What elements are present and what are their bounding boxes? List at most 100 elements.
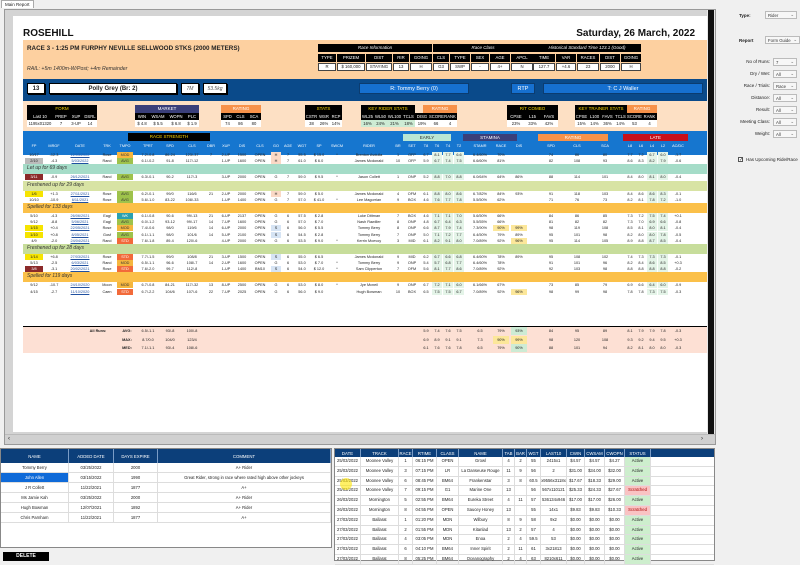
scroll-left-icon[interactable]: ‹ <box>8 436 10 442</box>
form-row[interactable]: 3/8 -3.1 20/02/2021 Rose STD 7.6/-2.0 99-7 112/… <box>23 266 707 273</box>
cell-date[interactable]: 12/03/2022 <box>70 153 90 157</box>
type-select[interactable]: Rider <box>765 11 797 19</box>
filter-select[interactable]: All <box>773 130 797 138</box>
upcoming-row[interactable]: 25/03/2022 Moonee Valley 1 06:15 PM OPEN Grow… <box>335 457 714 467</box>
upcoming-col-rtime[interactable]: RTIME <box>413 449 437 457</box>
col-header-acdc[interactable]: AC/DC <box>672 144 684 148</box>
form-row[interactable]: 4/15 -2.7 11/10/2020 Caen STD 6.7/-2.2 104/6 10… <box>23 288 707 295</box>
col-days-expire[interactable]: DAYS EXPIRE <box>114 449 158 463</box>
col-header-stamr[interactable]: STAMR <box>473 144 487 148</box>
col-added-date[interactable]: ADDED DATE <box>69 449 114 463</box>
upcoming-col-cwin[interactable]: CWIN <box>567 449 585 457</box>
col-header-dbr[interactable]: DBR <box>206 144 216 148</box>
col-header-cls2[interactable]: CLS <box>256 144 264 148</box>
col-header-cls[interactable]: CLS <box>188 144 196 148</box>
filter-select[interactable]: All <box>773 118 797 126</box>
col-header-tprt[interactable]: TPRT <box>143 144 153 148</box>
col-header-br[interactable]: BR <box>395 144 401 148</box>
tab-main-report[interactable]: Main Report <box>1 0 34 8</box>
col-header-fp[interactable]: FP <box>31 144 37 148</box>
col-header-mrgf[interactable]: MRGF <box>48 144 60 148</box>
watchlist-row[interactable]: John Allen 03/15/2022 1990 Great Rider, … <box>1 473 331 483</box>
cell-date[interactable]: 5/03/2022 <box>71 159 89 164</box>
rider-button[interactable]: R: Tommy Berry (0) <box>359 83 469 94</box>
col-header-tmpo[interactable]: TMPO <box>119 144 131 148</box>
upcoming-col-race[interactable]: RACE <box>399 449 413 457</box>
upcoming-ride-checkbox[interactable]: ✓ <box>738 157 744 163</box>
col-header-l8[interactable]: L8 <box>627 144 633 148</box>
col-comment[interactable]: COMMENT <box>158 449 331 463</box>
upcoming-col-tab[interactable]: TAB <box>503 449 515 457</box>
col-header-cls3[interactable]: CLS <box>573 144 581 148</box>
filter-select[interactable]: 7 <box>773 58 797 66</box>
watchlist-row[interactable]: Tommy Berry 03/25/2022 2000 A+ Rider <box>1 463 331 473</box>
watchlist-row[interactable]: Ms Jamie Kah 03/25/2022 2000 A+ Rider <box>1 493 331 503</box>
upcoming-col-date[interactable]: DATE <box>335 449 361 457</box>
scroll-right-icon[interactable]: › <box>701 436 703 442</box>
upcoming-col-wgt[interactable]: WGT <box>527 449 541 457</box>
upcoming-row[interactable]: 27/03/2022 Ballarat 4 03:05 PM MDN Enoa 2 4 59.5… <box>335 535 714 546</box>
col-header-l4[interactable]: L4 <box>649 144 655 148</box>
col-header-age[interactable]: AGE <box>283 144 293 148</box>
upcoming-row[interactable]: 26/03/2022 Mornington 8 04:55 PM OPEN Saucey … <box>335 505 714 516</box>
cell-date[interactable]: 26/06/2021 <box>70 213 90 218</box>
watchlist-row[interactable]: Hugh Bowman 12/07/2021 1892 A+ Rider <box>1 503 331 513</box>
col-header-dis2[interactable]: DIS <box>515 144 523 148</box>
cell-date[interactable]: 24/10/2020 <box>70 283 90 288</box>
upcoming-row[interactable]: 26/03/2022 Mornington 5 02:55 PM BM64 Eureka … <box>335 496 714 506</box>
upcoming-col-name[interactable]: NAME <box>459 449 503 457</box>
col-header-set[interactable]: SET <box>408 144 416 148</box>
report-select[interactable]: Form Guide <box>765 36 800 44</box>
form-row[interactable]: 2/10 -4.3 5/03/2022 Rand AVG 6.1/-0.2 91-8 117/… <box>23 158 707 165</box>
col-header-spd[interactable]: SPD <box>166 144 174 148</box>
upcoming-col-status[interactable]: STATUS <box>625 449 651 457</box>
col-header-trk[interactable]: TRK <box>103 144 111 148</box>
col-header-swcm[interactable]: SWCM <box>330 144 344 148</box>
rtp-button[interactable]: RTP <box>511 83 535 94</box>
form-row[interactable]: 10/17 -12.3 12/03/2022 Rose MOD 7.2/-0.8 86-24… <box>23 152 707 158</box>
upcoming-row[interactable]: 25/03/2022 Moonee Valley 3 07:15 PM LR La Dan… <box>335 466 714 477</box>
upcoming-col-last10[interactable]: LAST10 <box>541 449 567 457</box>
horizontal-scrollbar[interactable]: ‹ › <box>5 434 715 444</box>
col-header-t4[interactable]: T4 <box>445 144 451 148</box>
form-row[interactable]: 9/12 -8.8 5/06/2021 Eagl AVG 6.0/-1.2 93-12 99/… <box>23 219 707 226</box>
vertical-scrollbar[interactable] <box>707 10 715 434</box>
cell-date[interactable]: 24/04/2021 <box>70 238 90 243</box>
col-name[interactable]: NAME <box>1 449 69 463</box>
col-header-sp[interactable]: SP <box>316 144 322 148</box>
cell-date[interactable]: 5/06/2021 <box>71 220 89 225</box>
trainer-button[interactable]: T: C J Waller <box>543 83 703 94</box>
upcoming-col-cwsam[interactable]: CWSAM <box>585 449 605 457</box>
col-header-spd2[interactable]: SPD <box>547 144 555 148</box>
cell-date[interactable]: 8/05/2021 <box>71 232 89 237</box>
upcoming-col-bar[interactable]: BAR <box>515 449 527 457</box>
watchlist-row[interactable]: Chris Parnham 11/22/2021 1877 A+ <box>1 513 331 523</box>
upcoming-row[interactable]: 25/03/2022 Moonee Valley 7 09:15 PM G1 Marine… <box>335 486 714 497</box>
col-header-xup[interactable]: XUP <box>222 144 230 148</box>
delete-button[interactable]: DELETE <box>3 552 49 561</box>
cell-date[interactable]: 11/10/2020 <box>70 289 90 294</box>
form-row[interactable]: 4/9 -2.0 24/04/2021 Rand STD 7.6/-1.8 89-4 120/… <box>23 237 707 244</box>
col-header-t8[interactable]: T8 <box>423 144 429 148</box>
cell-date[interactable]: 27/11/2021 <box>70 191 90 196</box>
col-header-go[interactable]: GO <box>273 144 279 148</box>
col-header-rider[interactable]: RIDER <box>363 144 375 148</box>
form-row[interactable]: 3/11 -0.9 26/12/2021 Rand AVG 6.3/-0.1 90-2 117… <box>23 174 707 181</box>
form-row[interactable]: 9/12 -10.7 24/10/2020 Moon MOD 6.7/-0.8 84-21 1… <box>23 282 707 289</box>
col-header-l6[interactable]: L6 <box>638 144 644 148</box>
filter-select[interactable]: All <box>773 106 797 114</box>
cell-date[interactable]: 26/12/2021 <box>70 175 90 180</box>
form-row[interactable]: 1/10 +0.8 8/05/2021 Gosf AVG 6.1/-1.1 98/0 101/… <box>23 231 707 238</box>
cell-date[interactable]: 22/05/2021 <box>70 226 90 231</box>
col-header-sca[interactable]: SCA <box>601 144 609 148</box>
col-header-race[interactable]: RACE <box>495 144 507 148</box>
col-header-t2[interactable]: T2 <box>456 144 462 148</box>
upcoming-row[interactable]: 27/03/2022 Ballarat 6 04:10 PM BM64 Inner Spi… <box>335 545 714 555</box>
form-row[interactable]: 1/14 +6.8 27/03/2021 Rose STD 7.7/-1.5 99/0 108… <box>23 253 707 260</box>
col-header-t6[interactable]: T6 <box>434 144 440 148</box>
upcoming-col-track[interactable]: TRACK <box>361 449 399 457</box>
filter-select[interactable]: All <box>773 94 797 102</box>
upcoming-col-class[interactable]: CLASS <box>437 449 459 457</box>
col-header-wgt[interactable]: WGT <box>297 144 307 148</box>
form-row[interactable]: 5/13 -2.5 6/03/2021 Rand MOD 6.5/-1.1 96-6 108/… <box>23 260 707 267</box>
